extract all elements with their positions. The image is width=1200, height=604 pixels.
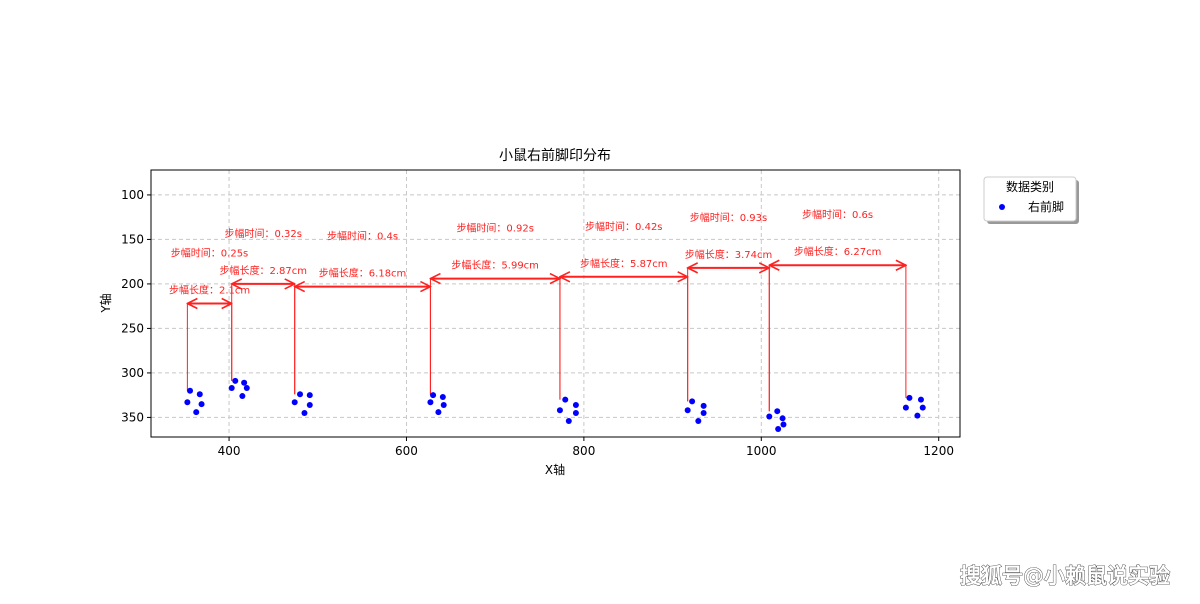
point <box>198 401 205 408</box>
point <box>193 409 200 416</box>
time-label: 步幅时间：0.42s <box>585 220 662 233</box>
point <box>427 399 434 406</box>
plot-frame <box>150 169 961 438</box>
length-label: 步幅长度：2.1cm <box>169 284 250 297</box>
point <box>572 409 579 416</box>
time-label: 步幅时间：0.6s <box>802 208 873 221</box>
point <box>187 387 194 394</box>
point <box>184 399 191 406</box>
length-label: 步幅长度：6.27cm <box>794 245 882 258</box>
x-tick-label: 1200 <box>923 444 954 458</box>
point <box>297 391 304 398</box>
point <box>243 385 250 392</box>
point <box>562 396 569 403</box>
legend: 数据类别 右前脚 <box>983 176 1079 224</box>
chart-title: 小鼠右前脚印分布 <box>499 147 611 164</box>
x-tick-label: 600 <box>395 444 418 458</box>
y-tick-label: 350 <box>121 410 144 424</box>
time-label: 步幅时间：0.4s <box>327 230 398 243</box>
point <box>780 421 787 428</box>
x-tick-label: 400 <box>218 444 241 458</box>
point <box>232 377 239 384</box>
point <box>700 402 707 409</box>
point <box>239 393 246 400</box>
y-tick-label: 100 <box>121 188 144 202</box>
legend-label: 右前脚 <box>1028 199 1064 214</box>
points <box>184 377 926 432</box>
time-label: 步幅时间：0.25s <box>171 247 248 260</box>
point <box>572 401 579 408</box>
length-label: 步幅长度：5.87cm <box>580 257 668 270</box>
point <box>241 379 248 386</box>
time-label: 步幅时间：0.93s <box>690 211 767 224</box>
point <box>435 409 442 416</box>
legend-marker <box>999 204 1005 210</box>
point <box>774 408 781 415</box>
y-tick-label: 300 <box>121 366 144 380</box>
point <box>775 425 782 432</box>
point <box>439 393 446 400</box>
point <box>228 385 235 392</box>
point <box>917 396 924 403</box>
point <box>689 398 696 405</box>
annotations: 步幅长度：2.1cm 步幅时间：0.25s 步幅长度：2.87cm 步幅时间：0.32… <box>169 208 906 412</box>
point <box>556 407 563 414</box>
x-axis-label: X轴 <box>545 462 565 477</box>
point <box>902 404 909 411</box>
point <box>430 392 437 399</box>
point <box>196 391 203 398</box>
ticks: 400 600 800 1000 1200 100 150 200 250 300 350 <box>121 188 954 458</box>
length-label: 步幅长度：2.87cm <box>219 264 307 277</box>
point <box>291 399 298 406</box>
x-tick-label: 1000 <box>746 444 777 458</box>
point <box>306 401 313 408</box>
point <box>779 415 786 422</box>
point <box>914 412 921 419</box>
y-tick-label: 150 <box>121 232 144 246</box>
grid <box>151 170 960 437</box>
time-label: 步幅时间：0.92s <box>456 222 533 235</box>
length-label: 步幅长度：3.74cm <box>685 248 773 261</box>
point <box>684 407 691 414</box>
point <box>565 417 572 424</box>
y-tick-label: 200 <box>121 277 144 291</box>
point <box>306 392 313 399</box>
length-label: 步幅长度：5.99cm <box>451 259 539 272</box>
point <box>700 409 707 416</box>
point <box>906 394 913 401</box>
point <box>766 413 773 420</box>
point <box>919 404 926 411</box>
y-tick-label: 250 <box>121 321 144 335</box>
watermark: 搜狐号@小赖鼠说实验 <box>960 564 1170 588</box>
time-label: 步幅时间：0.32s <box>224 227 301 240</box>
legend-title: 数据类别 <box>1006 179 1054 194</box>
point <box>695 417 702 424</box>
legend-box <box>983 176 1077 222</box>
point <box>301 409 308 416</box>
y-axis-label: Y轴 <box>98 293 113 313</box>
x-tick-label: 800 <box>572 444 595 458</box>
point <box>440 401 447 408</box>
length-label: 步幅长度：6.18cm <box>319 267 407 280</box>
